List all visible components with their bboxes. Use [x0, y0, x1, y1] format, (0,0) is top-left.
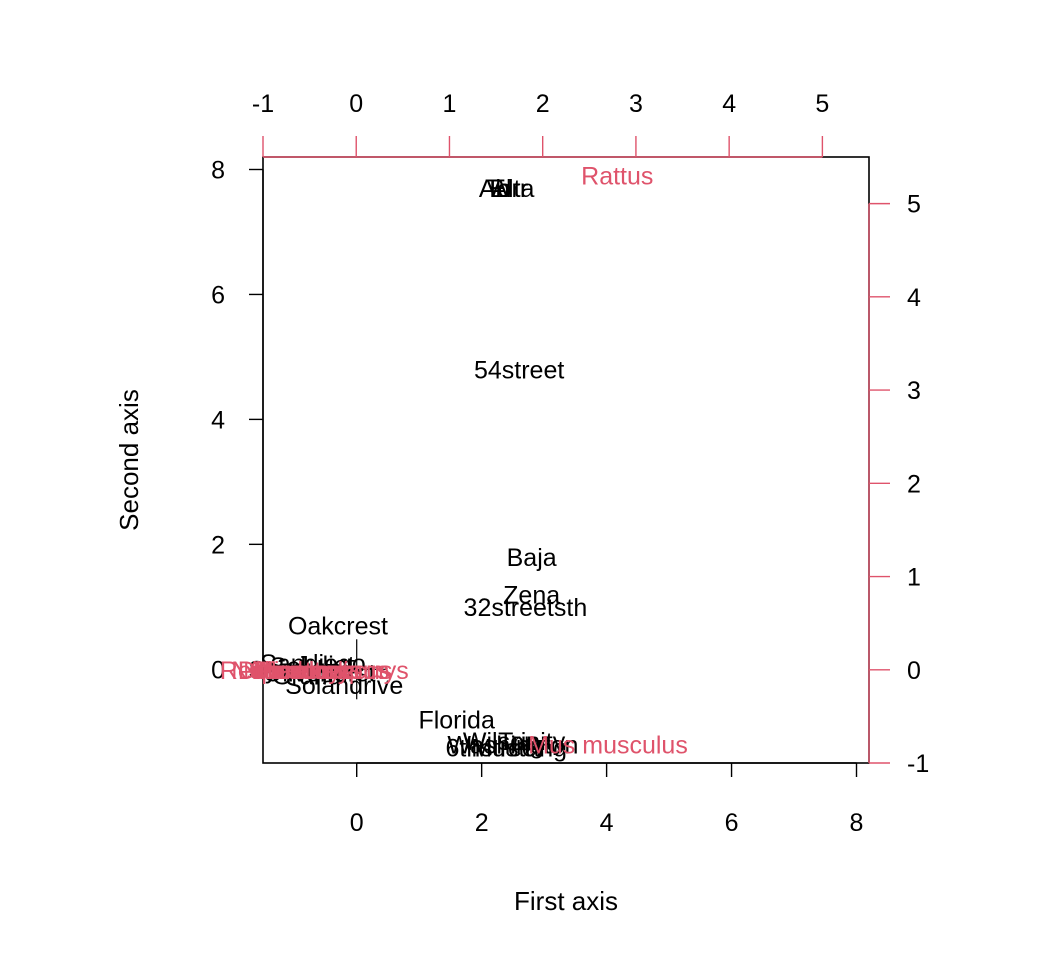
y-tick-label: 6: [211, 281, 225, 309]
right-tick-label: 1: [907, 564, 921, 592]
y-tick-label: 2: [211, 531, 225, 559]
species-label: Dipodomys: [238, 657, 363, 685]
top-tick-label: 5: [815, 90, 829, 118]
site-label: Olivehurst: [263, 659, 376, 687]
y-tick-label: 4: [211, 406, 225, 434]
site-label: Solandrive: [285, 672, 403, 700]
species-label: Mus musculus: [528, 731, 688, 759]
species-label: Rattus: [581, 163, 653, 191]
top-tick-label: -1: [252, 90, 274, 118]
y-axis-right-species: -1 0 1 2 3 4 5: [868, 191, 929, 778]
species-label: Reithrodontomys: [220, 657, 409, 685]
x-tick-label: 6: [725, 809, 739, 837]
top-tick-label: 0: [349, 90, 363, 118]
right-tick-label: 2: [907, 470, 921, 498]
site-label: Baja: [507, 544, 557, 572]
site-label: 6thstreet: [446, 734, 543, 762]
species-label: Microtus: [253, 657, 347, 685]
right-tick-label: 5: [907, 191, 921, 219]
x-axis-bottom: 0 2 4 6 8: [350, 762, 864, 837]
x-tick-label: 0: [350, 809, 364, 837]
x-axis-title: First axis: [514, 886, 618, 916]
site-label: Zena: [503, 581, 560, 609]
site-label: Syracuse: [248, 656, 352, 684]
x-tick-label: 4: [600, 809, 614, 837]
right-tick-label: 3: [907, 377, 921, 405]
top-tick-label: 3: [629, 90, 643, 118]
site-label: Torr: [485, 175, 528, 203]
y-tick-label: 8: [211, 156, 225, 184]
site-label: Alta: [491, 175, 534, 203]
top-tick-label: 1: [443, 90, 457, 118]
site-label: Juliet: [296, 651, 354, 679]
y-axis-title: Second axis: [114, 389, 144, 531]
site-label: El: [489, 175, 511, 203]
site-label: Grand: [272, 663, 341, 691]
site-label: Laurel: [278, 655, 348, 683]
species-label: Chaetodipus: [249, 657, 389, 685]
y-tick-label: 0: [211, 656, 225, 684]
site-label: 54street: [474, 356, 564, 384]
site-label: Trinity: [498, 728, 566, 756]
site-label: Ab: [479, 175, 510, 203]
site-label: Sol: [270, 653, 306, 681]
species-label: Peromyscus: [255, 657, 393, 685]
site-label: Oakcrest: [288, 613, 388, 641]
site-label: 32streetsth: [464, 594, 588, 622]
top-tick-label: 2: [536, 90, 550, 118]
x-tick-label: 2: [475, 809, 489, 837]
site-label: Washington: [447, 731, 578, 759]
site-label: Mustang: [471, 734, 567, 762]
site-label: Sandiego: [260, 650, 366, 678]
right-tick-label: 0: [907, 657, 921, 685]
species-label: Neotoma: [259, 657, 361, 685]
right-tick-label: 4: [907, 284, 921, 312]
top-tick-label: 4: [722, 90, 736, 118]
x-axis-top-species: -1 0 1 2 3 4 5: [252, 90, 829, 158]
site-label: Wilson: [463, 728, 538, 756]
y-axis-left: 0 2 4 6 8: [211, 156, 264, 684]
species-label: Notiosorex: [231, 657, 351, 685]
site-label: Florida: [418, 706, 495, 734]
origin-crosshair: [326, 639, 387, 700]
species-labels: Rattus Mus musculus NeotomaPeromyscusMicro…: [220, 163, 688, 760]
x-tick-label: 8: [850, 809, 864, 837]
right-tick-label: -1: [907, 750, 929, 778]
